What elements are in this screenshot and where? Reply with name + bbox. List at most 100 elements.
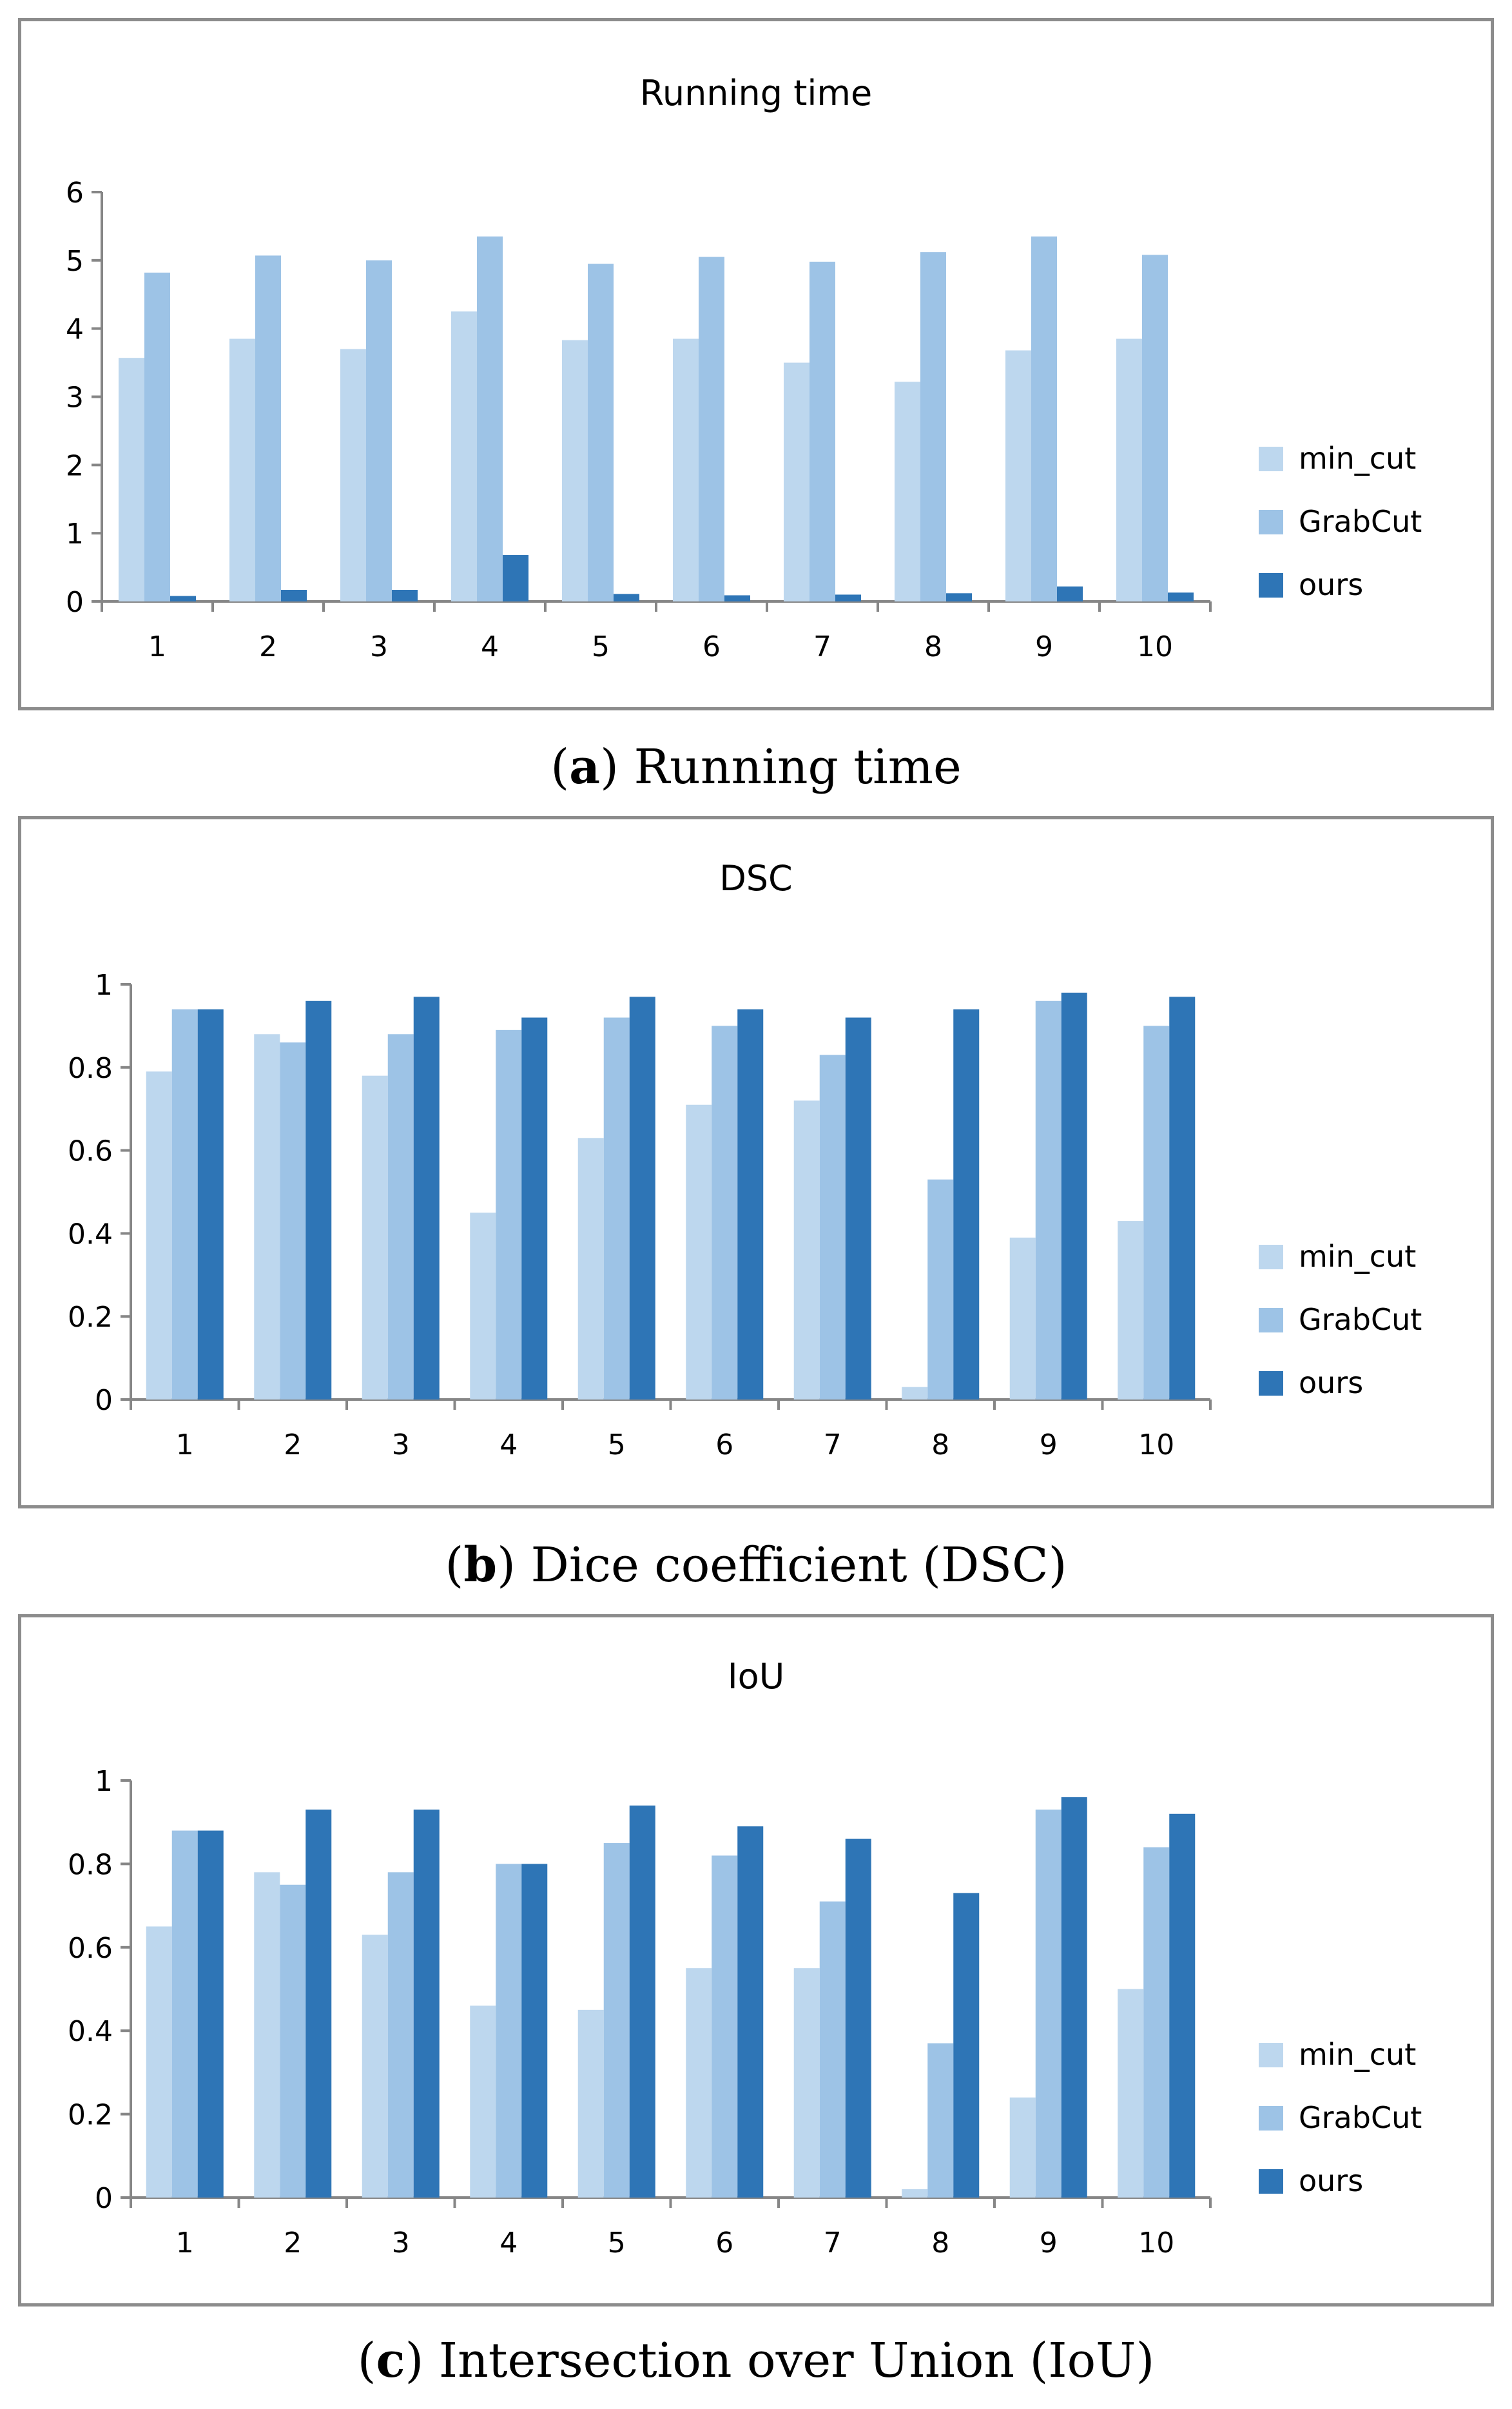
x-tick-label: 10 xyxy=(1138,2227,1174,2259)
legend-swatch-min_cut xyxy=(1259,1245,1283,1269)
legend-label-grabcut: GrabCut xyxy=(1299,504,1422,539)
bar-min_cut-4 xyxy=(470,2005,496,2198)
x-tick-label: 5 xyxy=(608,2227,626,2259)
bar-ours-2 xyxy=(281,590,307,601)
bar-min_cut-2 xyxy=(254,1034,280,1400)
bar-grabcut-6 xyxy=(712,1855,738,2198)
bar-min_cut-9 xyxy=(1005,350,1031,601)
bar-min_cut-4 xyxy=(451,311,477,601)
bar-ours-9 xyxy=(1057,586,1083,601)
bar-grabcut-7 xyxy=(819,1901,846,2198)
y-tick-label: 0.4 xyxy=(68,2015,113,2048)
legend-swatch-grabcut xyxy=(1259,1308,1283,1332)
x-tick-label: 1 xyxy=(148,630,166,663)
bar-min_cut-7 xyxy=(793,1968,820,2198)
x-tick-label: 2 xyxy=(259,630,277,663)
legend-swatch-ours xyxy=(1259,573,1283,598)
chart-panel-iou: IoU 0 0.2 0.4 0.6 0.8 1 1 2 3 4 5 6 7 8 9 10 min_cut GrabC… xyxy=(18,1614,1494,2307)
y-tick-label: 3 xyxy=(66,382,84,415)
bar-min_cut-3 xyxy=(340,349,366,601)
bar-ours-9 xyxy=(1061,1797,1087,2198)
caption-text: Intersection over Union (IoU) xyxy=(438,2333,1155,2388)
y-tick-label: 1 xyxy=(66,518,84,551)
bar-min_cut-3 xyxy=(362,1935,388,2198)
bar-min_cut-10 xyxy=(1118,1221,1144,1400)
chart-panel-dsc: DSC 0 0.2 0.4 0.6 0.8 1 1 2 3 4 5 6 7 8 9 10 min_cut GrabC… xyxy=(18,816,1494,1508)
bar-grabcut-2 xyxy=(280,1042,306,1400)
x-tick-label: 2 xyxy=(284,2227,302,2259)
legend-swatch-grabcut xyxy=(1259,2106,1283,2131)
bar-min_cut-6 xyxy=(686,1104,712,1400)
y-tick-label: 0.2 xyxy=(68,1301,113,1334)
x-tick-label: 8 xyxy=(924,630,942,663)
bar-ours-1 xyxy=(197,1009,224,1400)
bar-min_cut-1 xyxy=(146,1926,172,2198)
x-tick-label: 1 xyxy=(176,2227,194,2259)
bar-ours-7 xyxy=(845,1017,871,1400)
bar-min_cut-5 xyxy=(562,340,588,601)
x-tick-label: 3 xyxy=(392,2227,410,2259)
bar-min_cut-1 xyxy=(146,1071,172,1400)
x-tick-label: 2 xyxy=(284,1429,302,1461)
bar-min_cut-8 xyxy=(895,382,920,601)
bar-ours-7 xyxy=(835,594,861,601)
bar-grabcut-7 xyxy=(819,1055,846,1400)
caption-dsc: (b) Dice coefficient (DSC) xyxy=(445,1537,1067,1593)
bar-grabcut-4 xyxy=(496,1029,522,1400)
bar-min_cut-6 xyxy=(686,1968,712,2198)
legend-label-ours: ours xyxy=(1299,567,1363,602)
legend-label-min_cut: min_cut xyxy=(1299,441,1416,476)
bar-ours-8 xyxy=(946,593,972,601)
x-tick-label: 7 xyxy=(824,2227,842,2259)
y-tick-label: 4 xyxy=(66,313,84,346)
bar-grabcut-1 xyxy=(171,1830,198,2198)
caption-iou: (c) Intersection over Union (IoU) xyxy=(357,2333,1155,2388)
chart-iou: IoU 0 0.2 0.4 0.6 0.8 1 1 2 3 4 5 6 7 8 9 10 min_cut GrabC… xyxy=(68,1656,1422,2259)
caption-running-time: (a) Running time xyxy=(550,739,962,795)
bar-min_cut-8 xyxy=(902,1387,928,1400)
bar-ours-6 xyxy=(737,1826,764,2198)
legend-label-ours: ours xyxy=(1299,2163,1363,2198)
bar-ours-4 xyxy=(503,555,528,601)
bar-ours-10 xyxy=(1169,997,1196,1400)
x-tick-label: 1 xyxy=(176,1429,194,1461)
bar-ours-5 xyxy=(629,1805,655,2198)
bar-min_cut-2 xyxy=(229,338,255,601)
legend-label-ours: ours xyxy=(1299,1365,1363,1400)
y-tick-label: 6 xyxy=(66,177,84,210)
x-tick-label: 8 xyxy=(931,1429,949,1461)
bar-ours-9 xyxy=(1061,992,1087,1400)
bar-min_cut-6 xyxy=(673,338,699,601)
bar-min_cut-9 xyxy=(1009,1237,1036,1400)
bar-ours-4 xyxy=(521,1864,548,2198)
bar-ours-3 xyxy=(413,1809,440,2198)
legend-swatch-ours xyxy=(1259,1371,1283,1396)
bar-grabcut-3 xyxy=(366,260,392,601)
bar-grabcut-10 xyxy=(1143,1847,1170,2198)
bar-grabcut-2 xyxy=(255,255,281,601)
bar-min_cut-9 xyxy=(1009,2097,1036,2198)
y-tick-label: 2 xyxy=(66,449,84,482)
x-tick-label: 9 xyxy=(1035,630,1053,663)
legend-label-grabcut: GrabCut xyxy=(1299,1302,1422,1337)
y-tick-label: 0 xyxy=(95,1384,113,1417)
caption-letter: a xyxy=(569,739,601,795)
bar-ours-3 xyxy=(392,590,418,601)
bar-ours-8 xyxy=(953,1893,980,2198)
y-tick-label: 0.4 xyxy=(68,1218,113,1251)
bar-ours-1 xyxy=(170,596,196,601)
y-tick-label: 0 xyxy=(95,2182,113,2215)
bar-ours-10 xyxy=(1168,592,1194,601)
bar-grabcut-8 xyxy=(920,252,946,602)
bar-grabcut-9 xyxy=(1031,236,1057,602)
bar-min_cut-10 xyxy=(1118,1989,1144,2198)
bar-grabcut-9 xyxy=(1035,1809,1061,2198)
y-tick-label: 0 xyxy=(66,586,84,619)
bar-min_cut-10 xyxy=(1116,338,1142,601)
chart-title: DSC xyxy=(719,858,793,899)
bar-grabcut-5 xyxy=(588,264,614,601)
bar-grabcut-3 xyxy=(387,1034,414,1400)
x-tick-label: 4 xyxy=(499,1429,518,1461)
bar-grabcut-8 xyxy=(927,2043,954,2198)
x-tick-label: 7 xyxy=(824,1429,842,1461)
